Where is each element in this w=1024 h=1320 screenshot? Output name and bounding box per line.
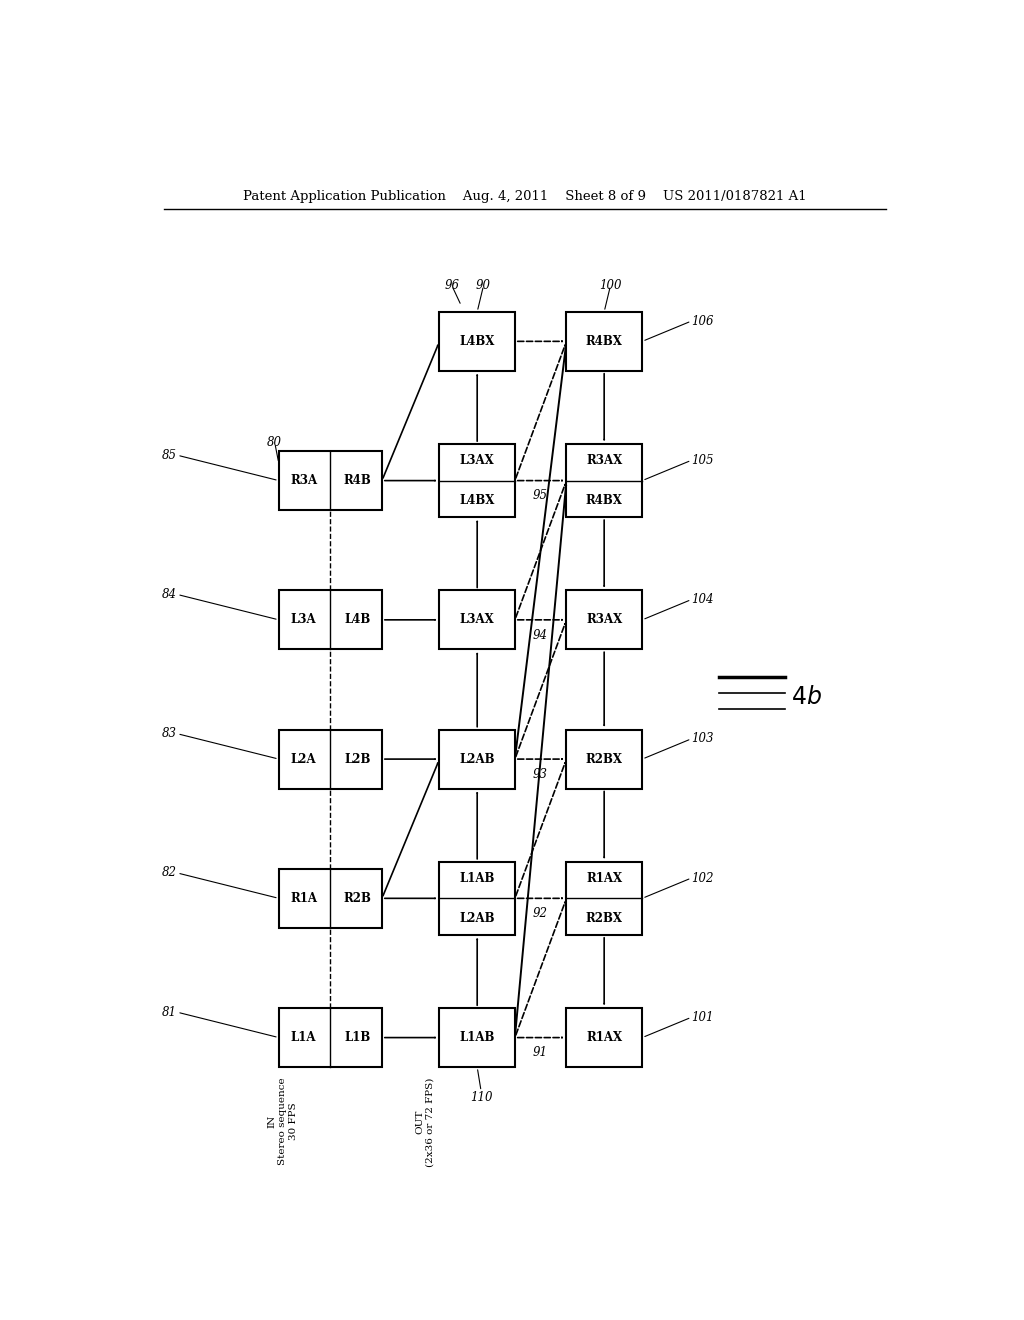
Text: R2B: R2B [343, 892, 371, 904]
Text: 104: 104 [691, 593, 714, 606]
Text: R4BX: R4BX [586, 335, 623, 348]
Text: 85: 85 [162, 449, 177, 462]
Text: R2BX: R2BX [586, 912, 623, 924]
Text: 110: 110 [470, 1092, 493, 1105]
Bar [439, 590, 515, 649]
Bar [279, 869, 382, 928]
Text: R1AX: R1AX [586, 1031, 623, 1044]
Text: 102: 102 [691, 871, 714, 884]
Text: 81: 81 [162, 1006, 177, 1019]
Text: 92: 92 [532, 907, 548, 920]
Text: R3A: R3A [290, 474, 317, 487]
Bar [566, 862, 642, 935]
Bar [566, 730, 642, 788]
Bar [279, 1008, 382, 1067]
Text: R4B: R4B [343, 474, 371, 487]
Bar [439, 1008, 515, 1067]
Bar [279, 730, 382, 788]
Text: OUT
(2x36 or 72 FPS): OUT (2x36 or 72 FPS) [416, 1077, 435, 1167]
Bar [439, 862, 515, 935]
Text: L2A: L2A [291, 752, 316, 766]
Text: L3AX: L3AX [460, 614, 495, 627]
Text: R3AX: R3AX [586, 614, 623, 627]
Text: R3AX: R3AX [586, 454, 623, 467]
Bar [279, 451, 382, 510]
Text: 82: 82 [162, 866, 177, 879]
Text: L4BX: L4BX [460, 335, 495, 348]
Text: $\it{4b}$: $\it{4b}$ [791, 685, 821, 709]
Bar [566, 590, 642, 649]
Text: 101: 101 [691, 1011, 714, 1024]
Bar [439, 312, 515, 371]
Text: 80: 80 [267, 437, 283, 450]
Text: 96: 96 [444, 279, 460, 292]
Text: L2AB: L2AB [460, 912, 495, 924]
Text: R4BX: R4BX [586, 494, 623, 507]
Text: 83: 83 [162, 727, 177, 741]
Text: L3AX: L3AX [460, 454, 495, 467]
Text: 93: 93 [532, 768, 548, 781]
Text: 90: 90 [476, 279, 492, 292]
Text: 100: 100 [599, 279, 622, 292]
Text: 106: 106 [691, 314, 714, 327]
Text: L4BX: L4BX [460, 494, 495, 507]
Text: L2B: L2B [344, 752, 371, 766]
Bar [279, 590, 382, 649]
Text: R1A: R1A [290, 892, 317, 904]
Text: 105: 105 [691, 454, 714, 467]
Bar [566, 1008, 642, 1067]
Bar [439, 444, 515, 517]
Text: L3A: L3A [291, 614, 316, 627]
Text: L1AB: L1AB [460, 1031, 495, 1044]
Text: R1AX: R1AX [586, 873, 623, 886]
Text: 95: 95 [532, 490, 548, 503]
Text: 103: 103 [691, 733, 714, 746]
Text: 84: 84 [162, 587, 177, 601]
Text: L1A: L1A [291, 1031, 316, 1044]
Text: Patent Application Publication    Aug. 4, 2011    Sheet 8 of 9    US 2011/018782: Patent Application Publication Aug. 4, 2… [243, 190, 807, 202]
Text: R2BX: R2BX [586, 752, 623, 766]
Bar [439, 730, 515, 788]
Text: 94: 94 [532, 628, 548, 642]
Text: L1AB: L1AB [460, 873, 495, 886]
Text: IN
Stereo sequence
30 FPS: IN Stereo sequence 30 FPS [268, 1077, 298, 1164]
Text: 91: 91 [532, 1047, 548, 1060]
Text: L1B: L1B [344, 1031, 371, 1044]
Bar [566, 444, 642, 517]
Bar [566, 312, 642, 371]
Text: L4B: L4B [344, 614, 371, 627]
Text: L2AB: L2AB [460, 752, 495, 766]
